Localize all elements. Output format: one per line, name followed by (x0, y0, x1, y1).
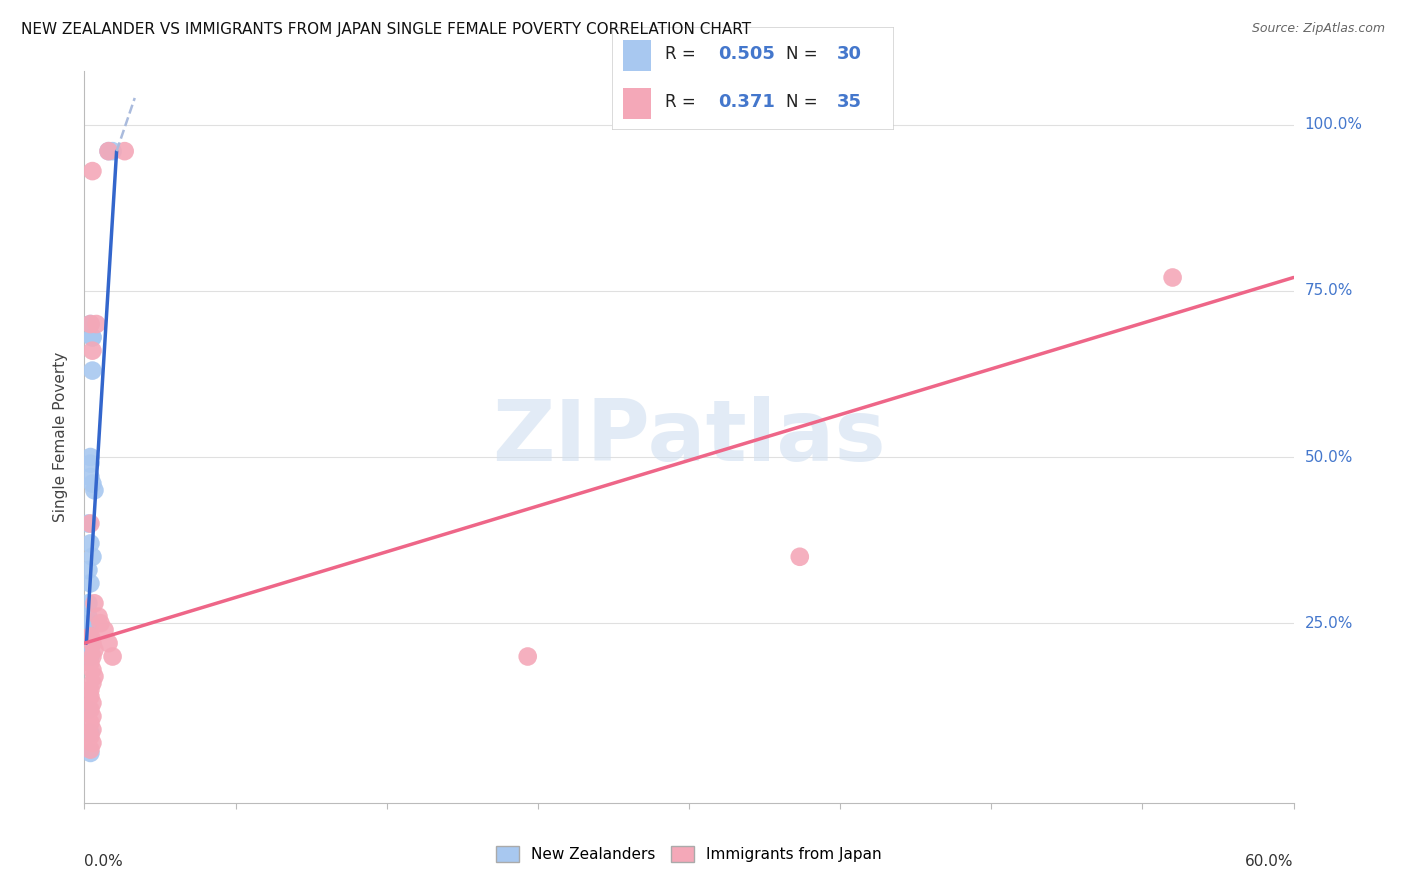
Point (83, 643, 105, 657)
Point (79, 516, 101, 531)
Text: N =: N = (786, 45, 823, 63)
Point (789, 549, 811, 564)
Point (77, 516, 100, 531)
Point (79, 729, 101, 743)
Point (82, 723, 104, 737)
Point (79, 703, 101, 717)
Point (79, 630, 101, 644)
Point (516, 649, 538, 664)
Point (79, 470, 101, 484)
Point (101, 649, 124, 664)
Point (79, 656, 101, 670)
Point (77, 609, 100, 624)
Text: 50.0%: 50.0% (1305, 450, 1353, 465)
Text: 100.0%: 100.0% (1305, 117, 1362, 132)
Point (86, 317, 108, 331)
Point (79, 682, 101, 697)
Point (97, 636, 120, 650)
Point (83, 669, 105, 683)
Point (82, 549, 104, 564)
Point (82, 636, 104, 650)
Point (82, 709, 104, 723)
Point (77, 636, 100, 650)
Text: 30: 30 (837, 45, 862, 63)
Text: 35: 35 (837, 93, 862, 111)
Text: R =: R = (665, 93, 702, 111)
Point (79, 616, 101, 631)
Point (77, 623, 100, 637)
Point (79, 536, 101, 550)
Text: R =: R = (665, 45, 702, 63)
Point (77, 630, 100, 644)
Y-axis label: Single Female Poverty: Single Female Poverty (53, 352, 69, 522)
Point (79, 726, 101, 740)
Point (82, 476, 104, 491)
Point (79, 630, 101, 644)
Point (79, 746, 101, 760)
Point (82, 649, 104, 664)
Point (79, 576, 101, 591)
Point (1161, 270, 1184, 285)
Point (82, 330, 104, 344)
Point (82, 676, 104, 690)
Point (101, 144, 124, 158)
Point (97, 144, 120, 158)
Point (82, 736, 104, 750)
Text: 75.0%: 75.0% (1305, 284, 1353, 298)
Point (79, 742, 101, 756)
Point (83, 483, 105, 498)
Point (79, 457, 101, 471)
Point (77, 596, 100, 610)
FancyBboxPatch shape (623, 40, 651, 70)
Text: 60.0%: 60.0% (1246, 854, 1294, 869)
Point (79, 636, 101, 650)
Point (79, 317, 101, 331)
Point (79, 690, 101, 704)
Point (79, 649, 101, 664)
Point (79, 317, 101, 331)
Text: 25.0%: 25.0% (1305, 615, 1353, 631)
Point (77, 630, 100, 644)
Text: 0.505: 0.505 (718, 45, 775, 63)
Point (77, 703, 100, 717)
Point (82, 330, 104, 344)
Text: ZIPatlas: ZIPatlas (492, 395, 886, 479)
Point (93, 623, 115, 637)
Text: 0.371: 0.371 (718, 93, 775, 111)
Point (82, 363, 104, 377)
Text: N =: N = (786, 93, 823, 111)
Point (97, 144, 120, 158)
Point (79, 450, 101, 464)
Point (87, 609, 110, 624)
FancyBboxPatch shape (623, 88, 651, 119)
Point (82, 164, 104, 178)
Point (79, 643, 101, 657)
Point (82, 663, 104, 677)
Text: NEW ZEALANDER VS IMMIGRANTS FROM JAPAN SINGLE FEMALE POVERTY CORRELATION CHART: NEW ZEALANDER VS IMMIGRANTS FROM JAPAN S… (21, 22, 751, 37)
Point (77, 643, 100, 657)
Point (79, 716, 101, 731)
Point (89, 616, 111, 631)
Point (82, 696, 104, 710)
Point (82, 343, 104, 358)
Text: Source: ZipAtlas.com: Source: ZipAtlas.com (1251, 22, 1385, 36)
Point (83, 596, 105, 610)
Point (114, 144, 136, 158)
Point (77, 563, 100, 577)
Legend: New Zealanders, Immigrants from Japan: New Zealanders, Immigrants from Japan (491, 840, 887, 868)
Text: 0.0%: 0.0% (84, 854, 124, 869)
